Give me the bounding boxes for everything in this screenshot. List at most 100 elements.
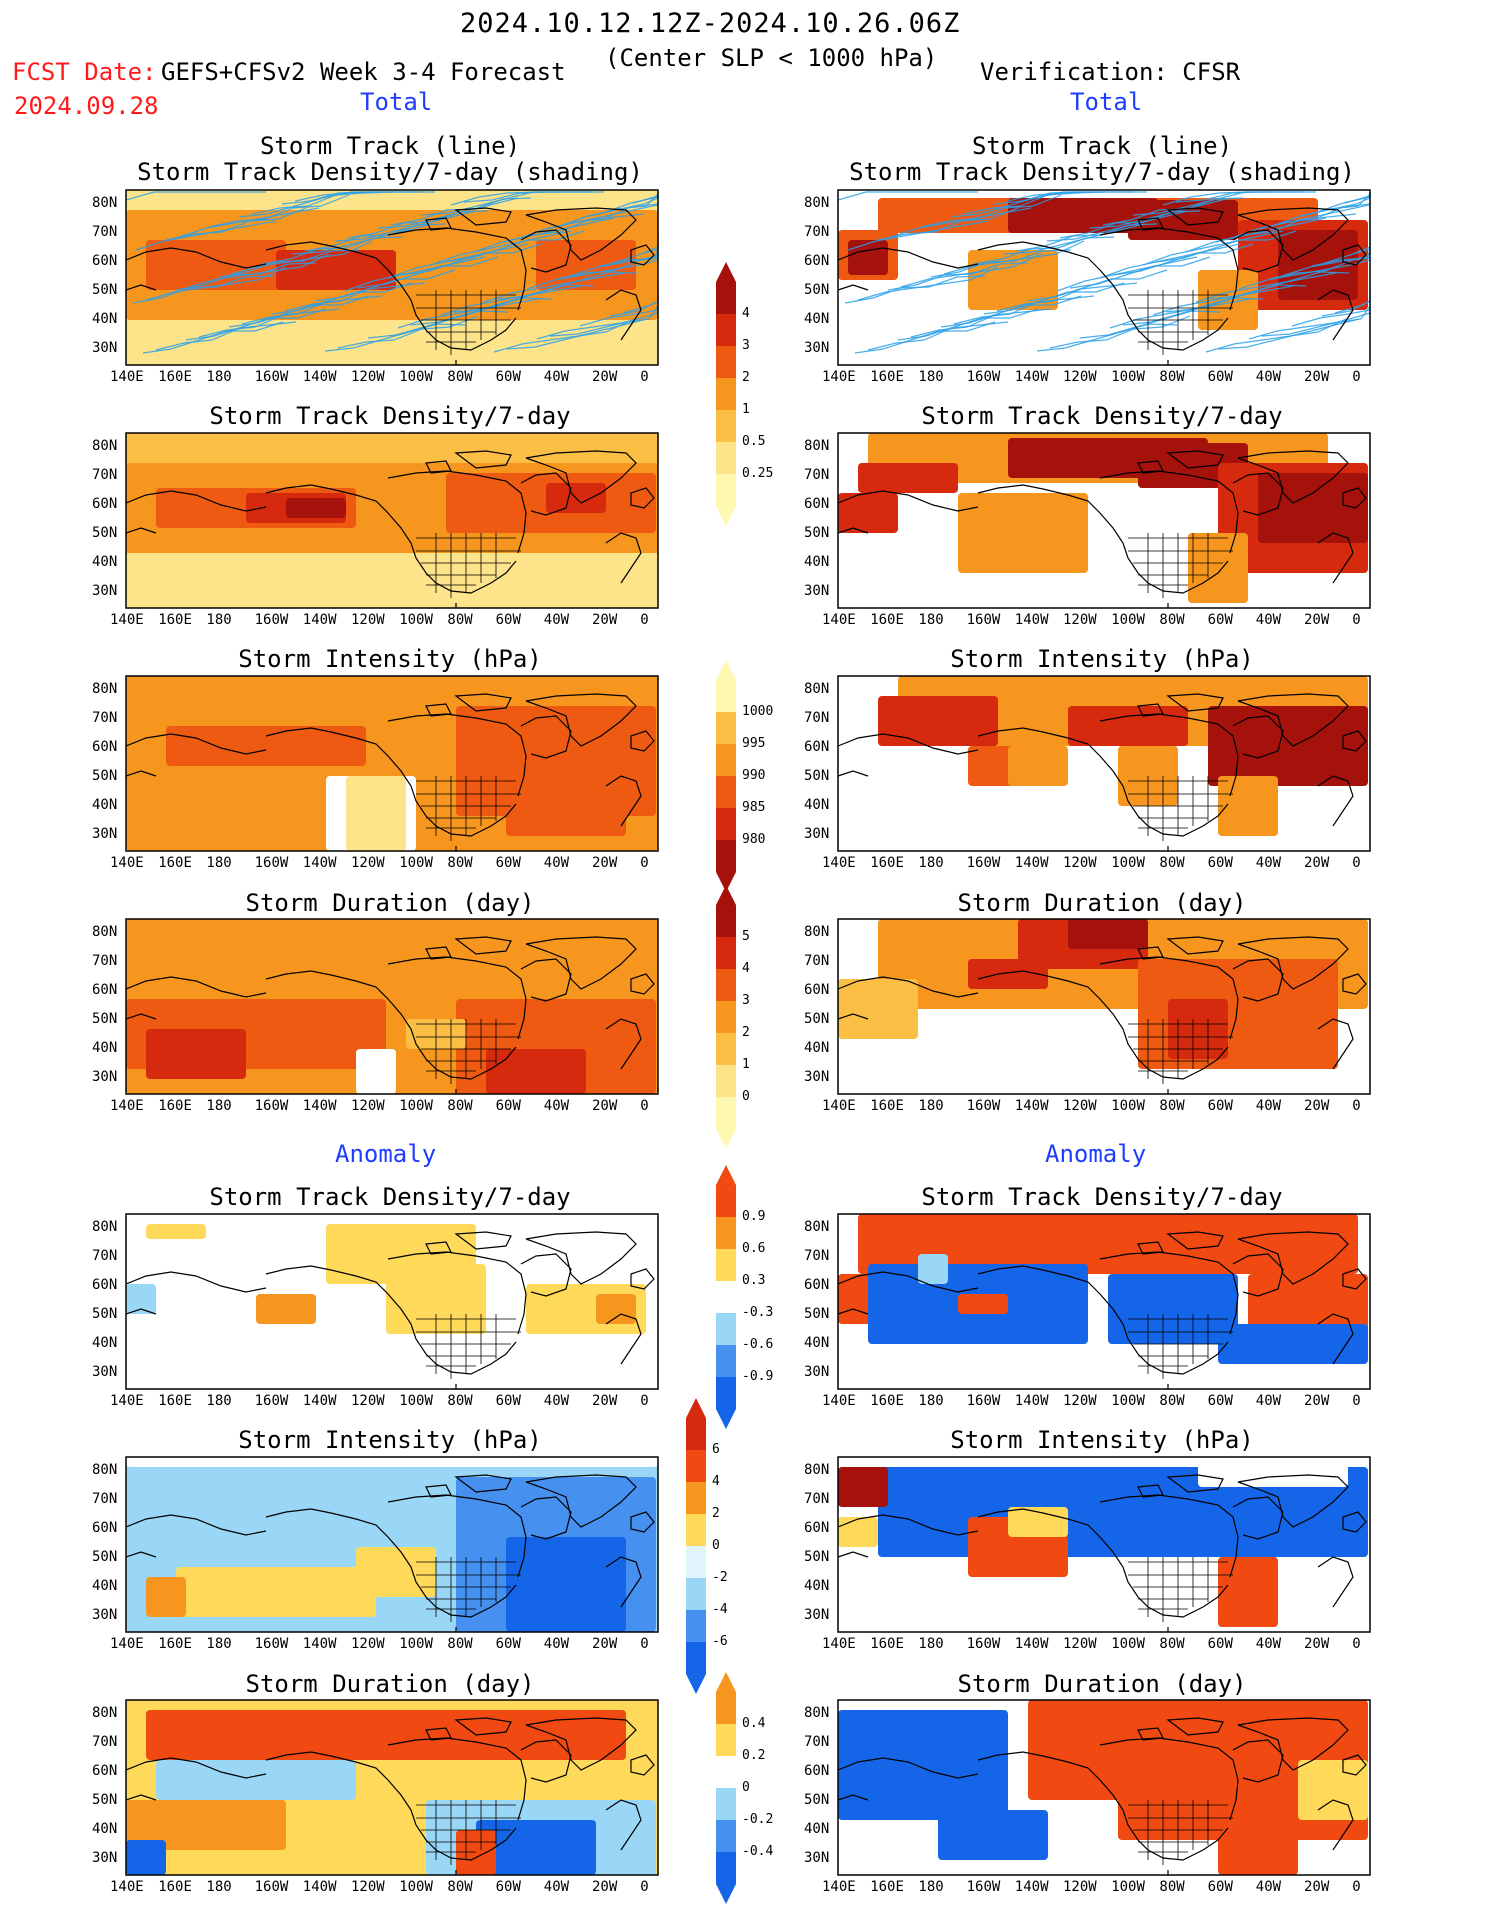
coastline xyxy=(1317,1556,1354,1608)
shading-cell xyxy=(486,1049,586,1094)
coastline xyxy=(125,527,157,534)
map-plot xyxy=(125,1456,659,1633)
lat-tick-label: 60N xyxy=(804,1763,830,1779)
storm-track-line xyxy=(930,249,1072,278)
coastline xyxy=(387,227,527,311)
storm-track-line xyxy=(251,191,393,215)
state-borders xyxy=(416,1800,521,1865)
shading-cell xyxy=(968,250,1058,310)
coastline xyxy=(1232,715,1284,759)
coastline xyxy=(630,1754,655,1776)
colorbar-label: 3 xyxy=(742,993,750,1008)
colorbar-swatch xyxy=(716,1033,736,1065)
coastline xyxy=(387,1494,527,1578)
coastline xyxy=(837,490,979,512)
lon-tick-label: 40W xyxy=(1255,612,1282,628)
lat-tick-label: 70N xyxy=(804,1491,830,1507)
map-storm-track-fcst: 80N 70N 60N 50N 40N 30N 140E 160E 180 160W 140W 120… xyxy=(92,189,659,385)
lon-tick-label: 20W xyxy=(592,1393,618,1409)
lon-tick-label: 120W xyxy=(1063,369,1097,385)
lon-tick-label: 120W xyxy=(351,1636,385,1652)
lon-tick-label: 80W xyxy=(447,612,473,628)
coastline xyxy=(837,284,869,291)
storm-track-line xyxy=(844,275,986,304)
lon-tick-label: 160W xyxy=(254,1879,289,1895)
storm-track-line xyxy=(1079,310,1221,339)
panel-title: Storm Track Density/7-day xyxy=(921,402,1283,430)
storm-track-line xyxy=(963,191,1105,215)
colorbar-swatch xyxy=(716,1185,736,1217)
colorbar-duration-anom: 0.4 0.2 0 -0.2 -0.4 xyxy=(716,1672,773,1908)
colorbar-label: -0.2 xyxy=(742,1812,774,1827)
lon-tick-label: 80W xyxy=(1159,369,1185,385)
colorbar-swatch xyxy=(716,1217,736,1249)
lon-tick-label: 160W xyxy=(254,369,289,385)
storm-track-line xyxy=(218,249,360,278)
lon-tick-label: 160W xyxy=(254,1098,289,1114)
shading-cell xyxy=(1128,200,1238,240)
storm-track-line xyxy=(142,321,284,354)
coastline xyxy=(630,730,655,752)
coastline xyxy=(125,1271,267,1293)
lat-tick-label: 70N xyxy=(804,1734,830,1750)
storm-track-line xyxy=(1152,285,1294,316)
lon-tick-label: 80W xyxy=(447,1636,473,1652)
coastline xyxy=(425,946,452,960)
map-plot xyxy=(837,918,1371,1095)
storm-track-line xyxy=(241,295,383,325)
lon-tick-label: 40W xyxy=(543,369,570,385)
lon-tick-label: 100W xyxy=(1111,369,1145,385)
storm-track-line xyxy=(344,256,486,292)
lon-tick-label: 180 xyxy=(206,1098,232,1114)
storm-track-line xyxy=(857,266,999,301)
lon-tick-label: 180 xyxy=(918,369,944,385)
lon-tick-label: 160E xyxy=(870,1393,904,1409)
shading-cell xyxy=(1008,1507,1068,1537)
lon-tick-label: 180 xyxy=(206,1879,232,1895)
map-duration-cfsr: 80N 70N 60N 50N 40N 30N 140E 160E 180 160W 140W 120… xyxy=(804,918,1371,1114)
shading-cell xyxy=(126,1840,166,1875)
shading-cell xyxy=(838,1517,878,1547)
lat-tick-label: 80N xyxy=(92,1219,118,1235)
lon-tick-label: 100W xyxy=(399,1636,433,1652)
colorbar-swatch xyxy=(716,314,736,346)
coastline xyxy=(454,936,512,955)
lon-tick-label: 120W xyxy=(351,855,385,871)
slp-subtitle: (Center SLP < 1000 hPa) xyxy=(605,44,938,72)
shading-cell xyxy=(386,1264,486,1334)
lon-tick-label: 120W xyxy=(351,1393,385,1409)
colorbar-swatch xyxy=(716,1724,736,1756)
lon-tick-label: 180 xyxy=(918,1879,944,1895)
coastline xyxy=(1317,532,1354,584)
shading-cell xyxy=(356,1049,396,1094)
colorbar-swatch xyxy=(686,1482,706,1514)
coastline xyxy=(1099,956,1239,1040)
lat-tick-label: 30N xyxy=(804,826,830,842)
lon-tick-label: 40W xyxy=(1255,1636,1282,1652)
shading-cell xyxy=(286,498,346,518)
storm-track-line xyxy=(1099,243,1241,279)
lat-tick-label: 30N xyxy=(92,1850,118,1866)
coastline xyxy=(125,1757,267,1779)
colorbar-label: -6 xyxy=(712,1634,728,1649)
coastline xyxy=(425,703,452,717)
map-duration-anom-fcst: 80N 70N 60N 50N 40N 30N 140E 160E 180 160W 140W 120… xyxy=(92,1699,659,1895)
shading-cell xyxy=(126,1457,658,1467)
coastline xyxy=(1342,487,1367,509)
colorbar-swatch xyxy=(716,1756,736,1788)
shading-cell xyxy=(1218,1557,1278,1627)
storm-track-line xyxy=(238,191,379,218)
lat-tick-label: 50N xyxy=(92,1792,118,1808)
colorbar-label: -0.6 xyxy=(742,1337,774,1352)
lat-tick-label: 50N xyxy=(92,1011,118,1027)
panel-title: Storm Track (line) xyxy=(259,132,521,160)
lat-tick-label: 80N xyxy=(804,1462,830,1478)
coastline xyxy=(387,1737,527,1821)
coastline xyxy=(977,1265,1229,1375)
lat-tick-label: 30N xyxy=(804,1364,830,1380)
colorbar-swatch xyxy=(716,1788,736,1820)
lon-tick-label: 20W xyxy=(592,612,618,628)
section-total-left: Total xyxy=(360,88,433,116)
lat-tick-label: 40N xyxy=(804,554,830,570)
lon-tick-label: 160W xyxy=(254,1393,289,1409)
